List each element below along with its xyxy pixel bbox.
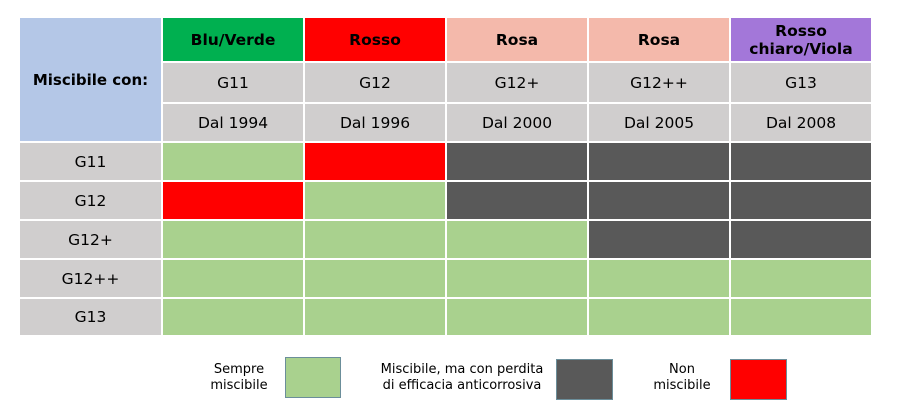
compatibility-cell: [305, 299, 445, 335]
compatibility-cell: [163, 221, 303, 258]
column-code-header: G12++: [589, 63, 729, 102]
column-color-header: Rosso: [305, 18, 445, 61]
compatibility-cell: [731, 221, 871, 258]
compatibility-cell: [163, 299, 303, 335]
row-header: G11: [20, 143, 161, 180]
row-header: G12: [20, 182, 161, 219]
compatibility-cell: [163, 182, 303, 219]
legend-loss-label: Miscibile, ma con perdita di efficacia a…: [380, 362, 544, 393]
legend-not-swatch: [730, 359, 787, 400]
compatibility-cell: [589, 260, 729, 297]
column-year-header: Dal 2000: [447, 104, 587, 141]
column-year-header: Dal 1994: [163, 104, 303, 141]
compatibility-cell: [589, 182, 729, 219]
legend-always-label: Sempre miscibile: [210, 362, 268, 393]
compatibility-cell: [731, 143, 871, 180]
column-year-header: Dal 1996: [305, 104, 445, 141]
compatibility-cell: [447, 143, 587, 180]
column-code-header: G12: [305, 63, 445, 102]
compatibility-cell: [305, 143, 445, 180]
row-header: G12++: [20, 260, 161, 297]
column-code-header: G12+: [447, 63, 587, 102]
legend-loss-swatch: [556, 359, 613, 400]
column-year-header: Dal 2008: [731, 104, 871, 141]
legend-always-swatch: [285, 357, 341, 398]
compatibility-cell: [589, 221, 729, 258]
column-code-header: G11: [163, 63, 303, 102]
compatibility-cell: [447, 221, 587, 258]
compatibility-cell: [731, 260, 871, 297]
column-color-header: Rosa: [447, 18, 587, 61]
compatibility-cell: [589, 143, 729, 180]
column-color-header: Rosa: [589, 18, 729, 61]
compatibility-cell: [731, 182, 871, 219]
column-color-header: Rosso chiaro/Viola: [731, 18, 871, 61]
compatibility-cell: [447, 182, 587, 219]
compatibility-cell: [163, 260, 303, 297]
compatibility-cell: [447, 299, 587, 335]
compatibility-cell: [447, 260, 587, 297]
compatibility-cell: [589, 299, 729, 335]
column-code-header: G13: [731, 63, 871, 102]
compatibility-cell: [163, 143, 303, 180]
compatibility-cell: [305, 182, 445, 219]
legend-not-label: Non miscibile: [653, 362, 711, 393]
column-year-header: Dal 2005: [589, 104, 729, 141]
row-header: G12+: [20, 221, 161, 258]
compatibility-cell: [731, 299, 871, 335]
column-color-header: Blu/Verde: [163, 18, 303, 61]
compatibility-cell: [305, 221, 445, 258]
row-header: G13: [20, 299, 161, 335]
compatibility-cell: [305, 260, 445, 297]
corner-header: Miscibile con:: [20, 18, 161, 141]
